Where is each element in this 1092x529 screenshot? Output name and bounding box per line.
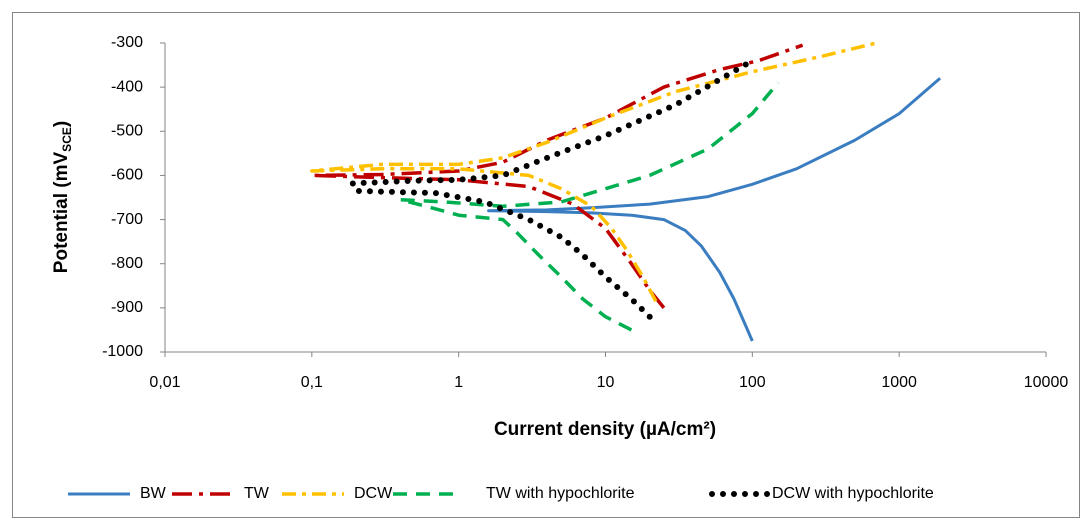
x-tick-label: 10 bbox=[597, 374, 615, 391]
x-axis-title: Current density (µA/cm²) bbox=[494, 419, 716, 440]
x-tick-label: 1 bbox=[454, 374, 463, 391]
chart-border bbox=[12, 12, 1080, 518]
x-tick-label: 0,1 bbox=[301, 374, 323, 391]
x-tick-label: 10000 bbox=[1024, 374, 1069, 391]
x-tick-label: 0,01 bbox=[149, 374, 180, 391]
x-tick-label: 1000 bbox=[881, 374, 917, 391]
y-tick-label: -1000 bbox=[102, 343, 143, 360]
series-line bbox=[349, 57, 756, 320]
series-line bbox=[487, 77, 942, 342]
series-line bbox=[310, 41, 877, 303]
y-tick-label: -300 bbox=[111, 34, 143, 51]
y-tick-label: -500 bbox=[111, 123, 143, 140]
y-axis-title-end: ) bbox=[51, 121, 72, 127]
y-axis-title-sub: SCE bbox=[60, 127, 74, 152]
legend-label: DCW bbox=[354, 485, 393, 502]
series-line bbox=[310, 43, 804, 309]
legend-label: TW bbox=[244, 485, 270, 502]
legend-label: TW with hypochlorite bbox=[486, 485, 635, 502]
y-tick-label: -800 bbox=[111, 255, 143, 272]
y-axis-title: Potential (mVSCE) bbox=[51, 121, 74, 273]
legend-label: DCW with hypochlorite bbox=[772, 485, 934, 502]
y-tick-label: -900 bbox=[111, 299, 143, 316]
y-tick-label: -400 bbox=[111, 78, 143, 95]
legend-label: BW bbox=[140, 485, 167, 502]
y-axis-title-main: Potential (mV bbox=[51, 151, 72, 273]
series-line bbox=[398, 81, 780, 332]
y-tick-label: -700 bbox=[111, 211, 143, 228]
x-tick-label: 100 bbox=[739, 374, 766, 391]
y-tick-label: -600 bbox=[111, 167, 143, 184]
